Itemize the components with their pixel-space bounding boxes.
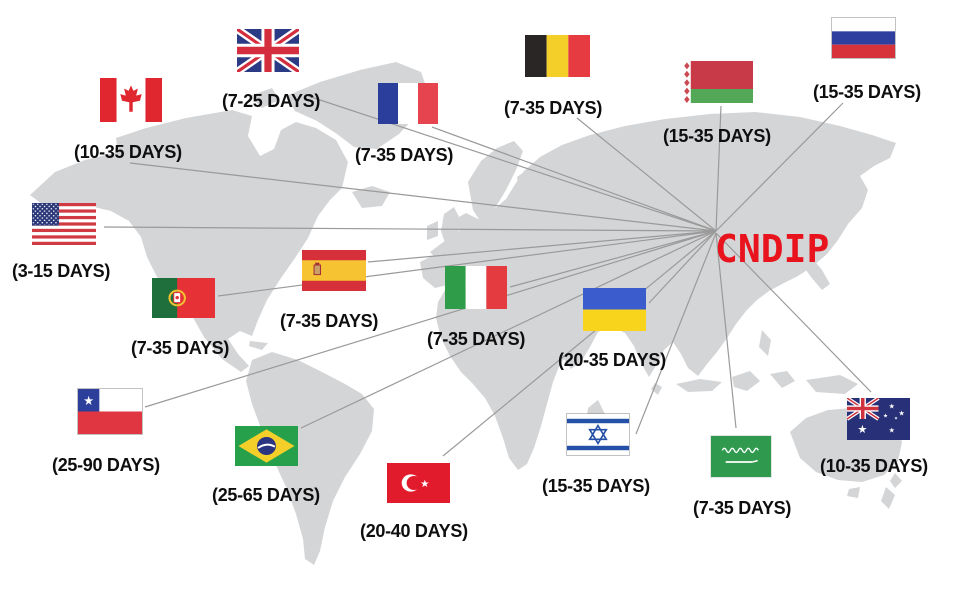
- spain-flag-icon: [302, 250, 366, 291]
- shipping-label-israel: (15-35 DAYS): [542, 476, 650, 496]
- flag-turkey: ★: [387, 463, 450, 503]
- brand-text: CNDIP: [715, 227, 830, 271]
- svg-text:★: ★: [889, 426, 895, 434]
- flag-belarus: [683, 61, 753, 103]
- shipping-label-belarus: (15-35 DAYS): [663, 126, 771, 146]
- shipping-label-spain: (7-35 DAYS): [280, 311, 379, 331]
- route-france: [431, 126, 717, 232]
- flag-russia: [832, 18, 895, 58]
- svg-text:★: ★: [420, 478, 429, 490]
- italy-flag-icon: [445, 266, 507, 309]
- route-ukraine: [648, 230, 717, 304]
- route-israel: [635, 232, 717, 435]
- usa-flag-icon: [32, 203, 96, 245]
- route-belgium: [576, 117, 717, 232]
- svg-text:★: ★: [857, 423, 867, 436]
- flag-canada: [100, 78, 162, 122]
- turkey-flag-icon: ★: [387, 463, 450, 503]
- ukraine-flag-icon: [583, 288, 646, 331]
- route-turkey: [442, 230, 717, 457]
- shipping-label-brazil: (25-65 DAYS): [212, 485, 320, 505]
- australia-flag-icon: ★ ★ ★ ★ ★ ★: [847, 398, 910, 440]
- route-spain: [367, 230, 717, 263]
- flag-italy: [445, 266, 507, 309]
- chile-flag-icon: ★: [78, 389, 142, 434]
- route-saudi: [715, 232, 737, 429]
- flag-france: [378, 83, 438, 124]
- svg-text:★: ★: [898, 410, 904, 418]
- brazil-flag-icon: [235, 426, 298, 466]
- flag-spain: [302, 250, 366, 291]
- route-canada: [129, 162, 717, 232]
- route-brazil: [300, 230, 717, 429]
- shipping-label-uk: (7-25 DAYS): [222, 91, 321, 111]
- israel-flag-icon: [567, 414, 629, 455]
- route-portugal: [217, 230, 717, 297]
- route-belarus: [715, 105, 722, 232]
- flag-united-kingdom: [237, 29, 299, 72]
- shipping-label-turkey: (20-40 DAYS): [360, 521, 468, 541]
- shipping-label-france: (7-35 DAYS): [355, 145, 454, 165]
- flag-belgium: [525, 35, 590, 77]
- svg-text:★: ★: [894, 416, 898, 421]
- belarus-flag-icon: [683, 61, 753, 103]
- shipping-label-portugal: (7-35 DAYS): [131, 338, 230, 358]
- shipping-label-canada: (10-35 DAYS): [74, 142, 182, 162]
- portugal-flag-icon: [152, 278, 215, 318]
- shipping-label-ukraine: (20-35 DAYS): [558, 350, 666, 370]
- shipping-label-russia: (15-35 DAYS): [813, 82, 921, 102]
- belgium-flag-icon: [525, 35, 590, 77]
- svg-text:★: ★: [83, 393, 94, 408]
- flag-brazil: [235, 426, 298, 466]
- canada-flag-icon: [100, 78, 162, 122]
- route-italy: [509, 230, 717, 288]
- shipping-label-belgium: (7-35 DAYS): [504, 98, 603, 118]
- flag-chile: ★: [78, 389, 142, 434]
- saudi-arabia-flag-icon: [711, 436, 771, 477]
- shipping-label-chile: (25-90 DAYS): [52, 455, 160, 475]
- flag-portugal: [152, 278, 215, 318]
- flag-israel: [567, 414, 629, 455]
- shipping-label-italy: (7-35 DAYS): [427, 329, 526, 349]
- shipping-label-usa: (3-15 DAYS): [12, 261, 111, 281]
- united-kingdom-flag-icon: [237, 29, 299, 72]
- route-usa: [103, 226, 717, 232]
- flag-ukraine: [583, 288, 646, 331]
- flag-usa: [32, 203, 96, 245]
- shipping-label-australia: (10-35 DAYS): [820, 456, 928, 476]
- route-australia: [715, 232, 872, 393]
- route-russia: [715, 102, 844, 232]
- shipping-label-saudi: (7-35 DAYS): [693, 498, 792, 518]
- route-uk: [307, 95, 717, 232]
- russia-flag-icon: [832, 18, 895, 58]
- france-flag-icon: [378, 83, 438, 124]
- route-chile: [144, 230, 717, 408]
- svg-text:★: ★: [889, 403, 895, 411]
- svg-text:★: ★: [883, 413, 888, 420]
- flag-saudi-arabia: [711, 436, 771, 477]
- flag-australia: ★ ★ ★ ★ ★ ★: [847, 398, 910, 440]
